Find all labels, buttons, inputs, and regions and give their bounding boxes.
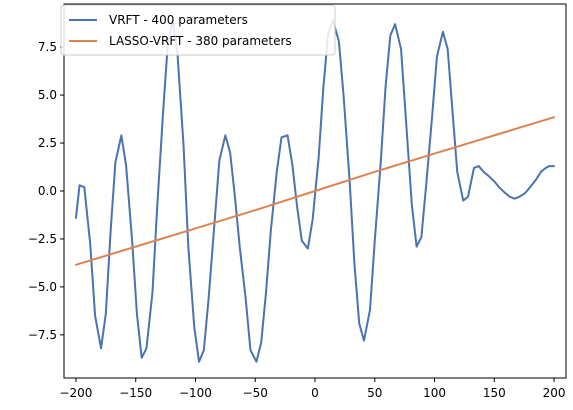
x-tick-label: −100	[179, 386, 212, 400]
y-tick-label: 0.0	[38, 184, 57, 198]
legend-label-lasso: LASSO-VRFT - 380 parameters	[109, 34, 292, 48]
legend-label-vrft: VRFT - 400 parameters	[109, 13, 248, 27]
legend-box	[60, 4, 336, 56]
x-axis: −200 −150 −100 −50 0 50 100 150 200	[59, 378, 566, 400]
x-tick-label: 50	[367, 386, 382, 400]
series-line-vrft	[74, 19, 556, 363]
y-axis: −7.5 −5.0 −2.5 0.0 2.5 5.0 7.5	[28, 40, 64, 342]
x-tick-label: 100	[423, 386, 446, 400]
y-tick-label: −5.0	[28, 280, 57, 294]
x-tick-label: 150	[483, 386, 506, 400]
x-tick-label: −50	[243, 386, 268, 400]
y-tick-label: 5.0	[38, 88, 57, 102]
y-tick-label: 7.5	[38, 40, 57, 54]
y-tick-label: −7.5	[28, 328, 57, 342]
y-tick-label: 2.5	[38, 136, 57, 150]
y-tick-label: −2.5	[28, 232, 57, 246]
legend: VRFT - 400 parameters LASSO-VRFT - 380 p…	[60, 4, 336, 56]
x-tick-label: −150	[119, 386, 152, 400]
series-layer	[74, 19, 556, 363]
x-tick-label: −200	[59, 386, 92, 400]
x-tick-label: 200	[543, 386, 566, 400]
x-tick-label: 0	[311, 386, 319, 400]
plot-area	[74, 19, 556, 363]
series-line-lasso-vrft	[74, 116, 556, 266]
